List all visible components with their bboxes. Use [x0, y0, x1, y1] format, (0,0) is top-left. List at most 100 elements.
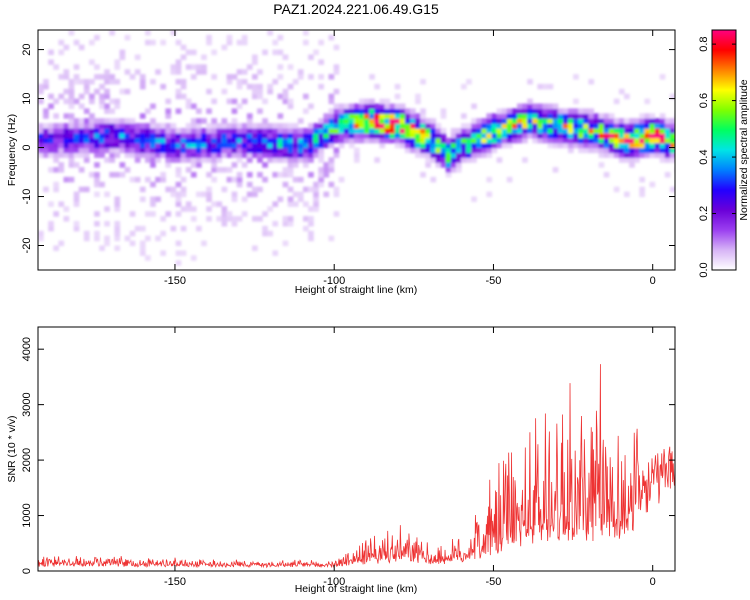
- spectrogram-cell: [481, 128, 488, 134]
- spectrogram-cell: [486, 118, 493, 124]
- spectrogram-cell: [313, 181, 319, 188]
- spectrogram-cell: [99, 128, 105, 134]
- colorbar-tick-label: 0.6: [698, 93, 710, 108]
- spectrogram-cell: [180, 157, 187, 163]
- spectrogram-cell: [139, 137, 146, 144]
- spectrogram-cell: [109, 147, 115, 154]
- spectrogram-cell: [354, 108, 360, 114]
- spectrogram-cell: [185, 49, 192, 56]
- spectrogram-cell: [190, 162, 197, 168]
- spectrogram-cell: [114, 152, 121, 158]
- spectrogram-cell: [410, 137, 416, 144]
- spectrogram-cell: [354, 157, 360, 163]
- spectrogram-cell: [53, 245, 59, 251]
- spectrogram-cell: [338, 176, 345, 183]
- spectrogram-cell: [588, 132, 595, 139]
- spectrogram-cell: [557, 137, 564, 144]
- spectrogram-cell: [104, 118, 110, 124]
- spectrogram-cell: [323, 113, 330, 119]
- spectrogram-cell: [48, 142, 54, 149]
- spectrogram-cell: [43, 137, 49, 144]
- spectrogram-cell: [241, 128, 248, 134]
- spectrogram-cell: [282, 152, 289, 158]
- spectrogram-cell: [206, 186, 212, 193]
- spectrogram-cell: [333, 137, 340, 144]
- spectrogram-cell: [506, 142, 513, 149]
- spectrogram-cell: [527, 123, 533, 129]
- spectrogram-cell: [58, 39, 65, 46]
- spectrogram-cell: [221, 211, 228, 217]
- spectrogram-cell: [104, 79, 110, 85]
- spectrogram-cell: [196, 108, 202, 114]
- spectrogram-cell: [583, 113, 589, 119]
- spectrogram-cell: [425, 162, 431, 168]
- spectrogram-cell: [119, 162, 126, 168]
- spectrogram-cell: [231, 123, 238, 129]
- spectrogram-cell: [145, 137, 151, 144]
- spectrogram-cell: [180, 191, 187, 198]
- spectrogram-cell: [359, 118, 365, 124]
- spectrogram-cell: [618, 152, 625, 158]
- spectrogram-cell: [649, 118, 656, 124]
- spectrogram-cell: [522, 113, 528, 119]
- spectrogram-cell: [206, 123, 212, 129]
- spectrogram-cell: [196, 132, 202, 139]
- spectrogram-cell: [94, 211, 100, 217]
- spectrogram-cell: [384, 108, 391, 114]
- spectrogram-cell: [58, 93, 65, 100]
- spectrogram-cell: [257, 157, 263, 163]
- spectrogram-cell: [343, 113, 350, 119]
- spectrogram-cell: [73, 128, 80, 134]
- spectrogram-cell: [675, 133, 681, 139]
- spectrogram-cell: [634, 142, 640, 149]
- spectrogram-cell: [211, 118, 217, 124]
- spectrogram-cell: [124, 34, 131, 41]
- spectrogram-cell: [267, 137, 273, 144]
- spectrogram-cell: [476, 118, 482, 124]
- spectrogram-cell: [654, 118, 661, 124]
- spectrogram-cell: [89, 137, 95, 144]
- spectrogram-cell: [68, 83, 75, 90]
- spectrogram-cell: [99, 181, 105, 188]
- spectrogram-cell: [267, 132, 273, 139]
- spectrogram-cell: [139, 142, 146, 149]
- spectrogram-cell: [190, 132, 197, 139]
- spectrogram-cell: [139, 79, 146, 85]
- spectrogram-cell: [664, 123, 671, 129]
- spectrogram-cell: [236, 181, 243, 188]
- spectrogram-cell: [170, 30, 177, 36]
- spectrogram-cell: [517, 108, 523, 114]
- spectrogram-cell: [394, 93, 401, 100]
- spectrogram-cell: [89, 79, 95, 85]
- spectrogram-cell: [389, 103, 396, 109]
- spectrogram-cell: [445, 172, 452, 178]
- spectrogram-cell: [252, 59, 258, 65]
- spectrogram-cell: [303, 132, 309, 139]
- spectrogram-cell: [104, 147, 110, 154]
- spectrogram-cell: [476, 123, 482, 129]
- spectrogram-cell: [160, 172, 166, 178]
- spectrogram-cell: [420, 118, 426, 124]
- spectrogram-cell: [252, 128, 258, 134]
- spectrogram-x-tick-label: -150: [164, 275, 186, 287]
- spectrogram-cell: [287, 103, 294, 109]
- spectrogram-cell: [603, 142, 610, 149]
- spectrogram-cell: [369, 98, 375, 105]
- spectrogram-cell: [272, 157, 279, 163]
- snr-background: [38, 327, 675, 571]
- spectrogram-cell: [216, 132, 223, 139]
- spectrogram-cell: [170, 137, 177, 144]
- spectrogram-cell: [338, 108, 345, 114]
- spectrogram-cell: [486, 152, 493, 158]
- spectrogram-cell: [415, 93, 421, 100]
- spectrogram-cell: [578, 113, 584, 119]
- spectrogram-cell: [206, 108, 212, 114]
- spectrogram-cell: [313, 132, 319, 139]
- spectrogram-cell: [562, 108, 569, 114]
- spectrogram-cell: [63, 69, 70, 75]
- spectrogram-cell: [226, 137, 233, 144]
- snr-x-tick-label: -150: [164, 576, 186, 588]
- spectrogram-cell: [272, 147, 279, 154]
- spectrogram-cell: [292, 162, 299, 168]
- spectrogram-cell: [466, 79, 472, 85]
